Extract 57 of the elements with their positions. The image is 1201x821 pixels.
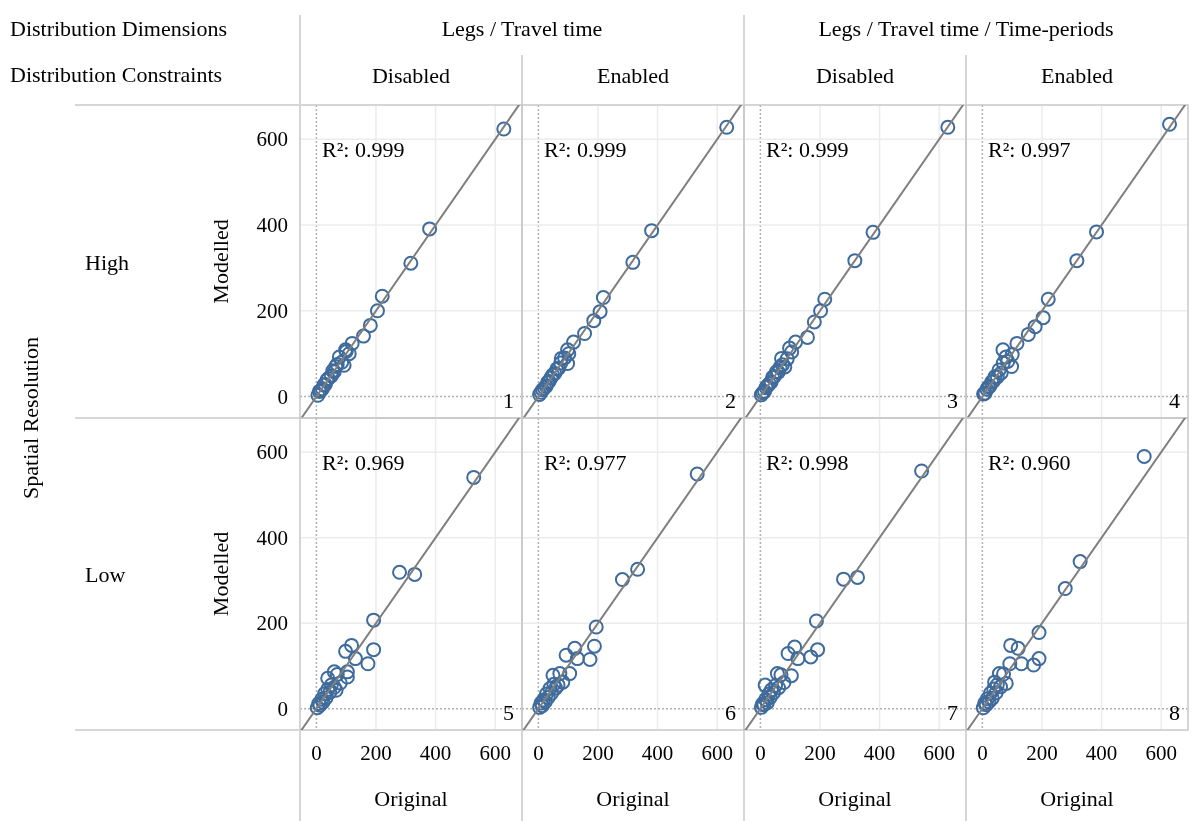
x-tick-label: 0 (311, 741, 322, 765)
x-tick-label: 600 (479, 741, 511, 765)
annotation: 3 (947, 388, 958, 413)
y-tick-label: 0 (277, 696, 288, 721)
x-tick-label: 600 (701, 741, 733, 765)
annotation: R²: 0.999 (544, 137, 627, 162)
text: Spatial Resolution (18, 337, 43, 499)
y-tick-label: 600 (256, 127, 288, 152)
x-tick-label: 200 (804, 741, 836, 765)
annotation: R²: 0.969 (322, 450, 405, 475)
x-tick-label: 200 (582, 741, 614, 765)
text: High (85, 250, 129, 275)
y-tick-label: 400 (256, 213, 288, 238)
y-tick-label: 400 (256, 525, 288, 550)
text: Distribution Dimensions (10, 16, 227, 41)
x-tick-label: 200 (360, 741, 392, 765)
x-tick-label: 400 (641, 741, 674, 765)
chart-title: Enabled (596, 63, 670, 88)
x-axis-title: Original (596, 786, 670, 811)
annotation: R²: 0.998 (766, 450, 849, 475)
y-axis-title: Modelled (208, 219, 233, 304)
y-tick-label: 200 (256, 611, 288, 636)
chart-title: Enabled (1040, 63, 1114, 88)
annotation: 4 (1169, 388, 1180, 413)
annotation: R²: 0.997 (988, 137, 1071, 162)
x-tick-label: 600 (1145, 741, 1177, 765)
annotation: 8 (1169, 700, 1180, 725)
annotation: 2 (725, 388, 736, 413)
text: Legs / Travel time (441, 16, 603, 41)
x-axis-title: Original (1040, 786, 1114, 811)
text: Legs / Travel time / Time-periods (818, 16, 1114, 41)
chart-title: Disabled (815, 63, 895, 88)
annotation: R²: 0.999 (322, 137, 405, 162)
y-axis-title: Modelled (208, 531, 233, 617)
x-tick-label: 400 (419, 741, 452, 765)
x-tick-label: 400 (863, 741, 896, 765)
x-tick-label: 600 (923, 741, 955, 765)
annotation: R²: 0.960 (988, 450, 1071, 475)
text: Distribution Constraints (10, 62, 223, 87)
annotation: R²: 0.977 (544, 450, 627, 475)
y-tick-label: 200 (256, 298, 288, 323)
annotation: 7 (947, 700, 958, 725)
annotation: 6 (725, 700, 736, 725)
chart-title: Disabled (371, 63, 451, 88)
x-tick-label: 0 (533, 741, 544, 765)
x-tick-label: 200 (1026, 741, 1058, 765)
x-axis-title: Original (818, 786, 892, 811)
text: Low (85, 562, 126, 587)
annotation: 5 (503, 700, 514, 725)
annotation: R²: 0.999 (766, 137, 849, 162)
y-tick-label: 0 (277, 384, 288, 409)
x-tick-label: 0 (977, 741, 988, 765)
annotation: 1 (503, 388, 514, 413)
y-tick-label: 600 (256, 440, 288, 465)
x-tick-label: 400 (1085, 741, 1118, 765)
x-axis-title: Original (374, 786, 448, 811)
x-tick-label: 0 (755, 741, 766, 765)
